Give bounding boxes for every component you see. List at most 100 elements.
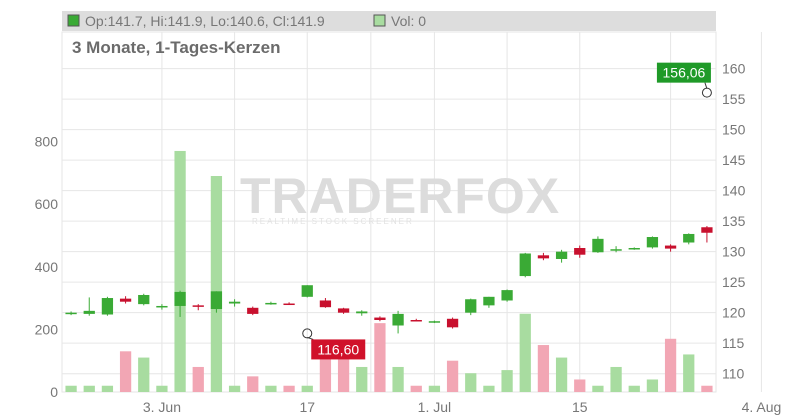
time-tick-label: 15 [572,399,588,415]
candle [683,233,695,245]
volume-bar [228,385,241,392]
candle-body [592,238,604,253]
candle-body [65,312,77,315]
candle-body [101,298,114,315]
volume-bar [519,313,531,392]
candle-body [483,296,495,306]
candles [65,226,713,334]
candle [392,310,404,334]
price-tick-label: 115 [722,335,745,351]
callout-box [311,339,366,360]
candle [319,298,332,308]
time-tick-label: 4. Aug [742,399,782,415]
candle-body [138,294,150,305]
volume-bar [101,385,114,392]
price-tick-label: 150 [722,122,746,138]
volume-legend-swatch [373,14,386,27]
watermark: TRADERFOX REALTIME STOCK SCREENER [240,168,560,226]
volume-bar [247,376,259,392]
legend: Op:141.7, Hi:141.9, Lo:140.6, Cl:141.9 V… [62,11,716,31]
candle-body [537,255,550,259]
volume-bar [337,357,350,392]
candle [483,296,495,308]
candle [301,285,313,298]
candle-body [283,303,295,306]
plot-frame [61,31,717,393]
candle [610,246,622,253]
candle-body [119,298,132,302]
candle [701,226,713,243]
candle [210,291,223,313]
volume-bar [610,366,622,392]
high-callout: 156,06 [656,62,712,98]
volume-bar [65,385,77,392]
volume-bar [374,323,386,392]
candle [283,302,295,306]
candle-body [683,233,695,243]
volume-bar [283,385,295,392]
callout-box [656,62,711,83]
candle [192,304,204,311]
volume-bar [138,357,150,392]
candle [410,318,422,322]
volume-bar [483,385,495,392]
candle [628,247,640,250]
candle [265,301,277,305]
low-callout: 116,60 [302,328,366,360]
time-tick-label: 17 [299,399,315,415]
candle-body [265,302,277,305]
candle-body [501,290,513,301]
volume-bar [210,176,223,392]
price-tick-label: 140 [722,183,746,199]
time-tick-label: 1. Jul [418,399,451,415]
volume-bar [555,357,568,392]
volume-bar [646,379,659,392]
volume-bar [319,351,332,392]
candle [119,296,132,304]
candle [337,307,350,314]
candle-body [519,253,531,277]
candle-body [83,310,95,314]
candle [428,320,441,324]
watermark-brand: TRADERFOX [240,168,560,224]
volume-bars [65,150,713,392]
volume-tick-label: 0 [50,384,58,400]
candle [83,297,95,316]
candle [247,306,259,316]
volume-bar [392,366,404,392]
volume-bar [428,385,441,392]
candle [138,293,150,306]
volume-bar [119,351,132,392]
candle-body [337,308,350,313]
candle [156,304,168,310]
candle-body [574,248,586,255]
volume-bar [356,366,368,392]
volume-bar [192,366,204,392]
candle [65,311,77,316]
volume-tick-label: 800 [35,134,59,150]
candle-body [664,245,677,249]
callout-marker [701,87,712,98]
volume-tick-label: 600 [35,196,59,212]
candle-body [428,321,441,323]
candle-body [555,251,568,259]
candle [174,290,186,317]
price-tick-label: 155 [722,91,746,107]
callout-label: 156,06 [663,65,706,81]
volume-bar [701,385,713,392]
candle-body [701,227,713,233]
chart-subtitle: 3 Monate, 1-Tages-Kerzen [72,38,280,57]
volume-tick-label: 400 [35,259,59,275]
candle-body [247,307,259,314]
candle-body [465,299,477,313]
volume-bar [174,150,186,392]
candle-body [301,285,313,297]
volume-bar [592,385,604,392]
annotations: 156,06 116,60 [302,62,712,360]
callout-leader [704,82,708,89]
gridlines [61,31,762,393]
volume-bar [664,338,677,392]
candle-body [228,301,241,304]
candle [446,317,459,329]
